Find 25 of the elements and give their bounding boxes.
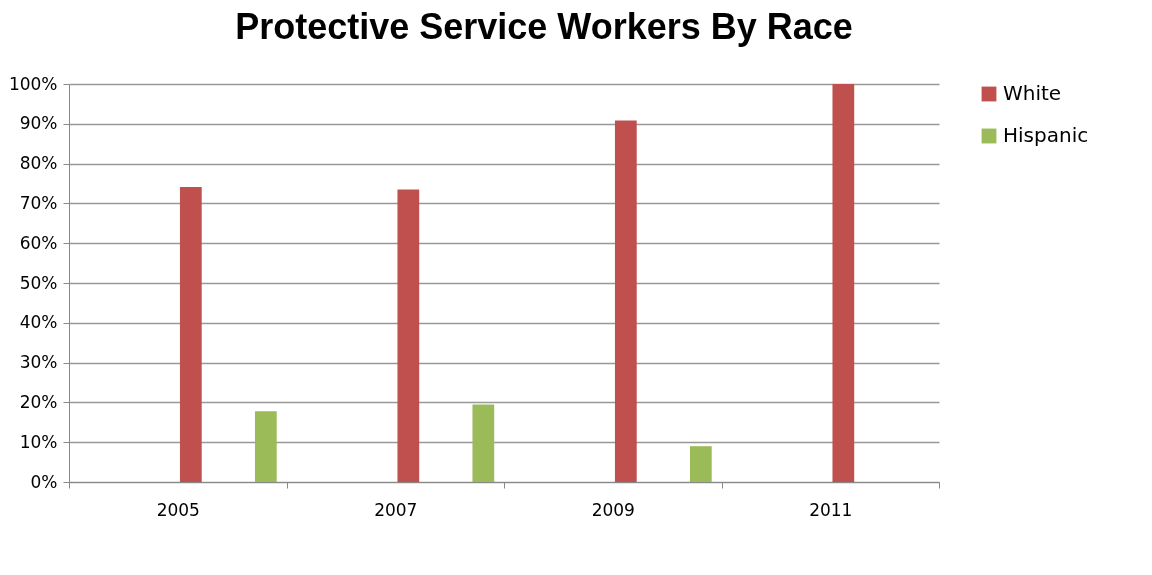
y-tick-label: 40%	[19, 312, 58, 333]
x-tick-label: 2007	[374, 499, 418, 520]
y-tick-label: 0%	[30, 471, 58, 492]
y-tick-label: 80%	[19, 153, 58, 174]
x-tick-label: 2009	[591, 499, 635, 520]
legend-label: Hispanic	[1003, 123, 1089, 147]
legend-label: White	[1003, 81, 1062, 105]
y-tick-label: 30%	[19, 352, 58, 373]
bar	[472, 404, 495, 482]
bar	[179, 187, 202, 482]
y-tick-label: 10%	[19, 431, 58, 452]
bar	[614, 120, 637, 482]
y-tick-label: 70%	[19, 192, 58, 213]
bar	[397, 189, 420, 482]
bar	[689, 446, 712, 482]
y-tick-label: 90%	[19, 113, 58, 134]
y-tick-label: 50%	[19, 272, 58, 293]
chart-title: Protective Service Workers By Race	[235, 6, 853, 47]
bar	[832, 84, 855, 482]
x-tick-label: 2011	[809, 499, 853, 520]
y-tick-label: 20%	[19, 391, 58, 412]
y-tick-label: 100%	[8, 73, 58, 94]
bar	[254, 411, 277, 482]
x-tick-label: 2005	[156, 499, 200, 520]
y-tick-label: 60%	[19, 232, 58, 253]
